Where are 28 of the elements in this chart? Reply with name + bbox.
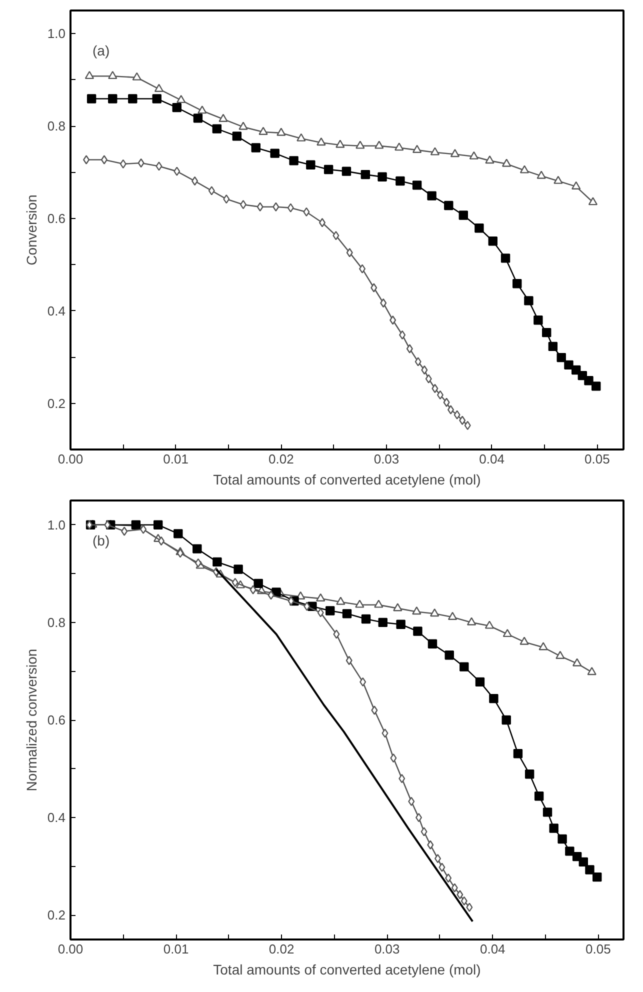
x-tick-label: 0.00 [58, 452, 84, 466]
y-tick-label: 0.2 [47, 908, 66, 923]
x-tick-label: 0.03 [374, 942, 400, 956]
y-tick-label: 0.8 [47, 118, 66, 134]
y-tick-label: 0.4 [47, 810, 66, 826]
x-axis-title: Total amounts of converted acetylene (mol) [213, 472, 481, 488]
x-tick-label: 0.02 [268, 452, 294, 466]
x-tick-label: 0.04 [479, 452, 504, 466]
x-axis-title: Total amounts of converted acetylene (mol) [213, 962, 481, 978]
y-tick-label: 0.6 [47, 210, 66, 226]
annotation: (a) [92, 42, 110, 58]
y-tick-label: 1.0 [47, 26, 66, 42]
y-tick-label: 0.8 [47, 614, 66, 630]
y-axis-title: Normalized conversion [23, 648, 40, 792]
y-tick-label: 0.6 [47, 712, 66, 728]
x-tick-label: 0.03 [374, 452, 400, 466]
annotation: (b) [92, 532, 110, 548]
x-tick-label: 0.02 [268, 942, 294, 956]
x-tick-label: 0.05 [586, 942, 611, 956]
x-tick-label: 0.05 [584, 452, 610, 466]
y-tick-label: 0.4 [47, 303, 66, 318]
x-tick-label: 0.01 [163, 452, 188, 466]
x-tick-label: 0.00 [58, 942, 84, 956]
y-tick-label: 0.2 [47, 396, 66, 411]
x-tick-label: 0.01 [163, 942, 189, 956]
y-axis-title: Conversion [23, 194, 40, 266]
y-tick-label: 1.0 [47, 517, 66, 532]
x-tick-label: 0.04 [480, 942, 506, 956]
